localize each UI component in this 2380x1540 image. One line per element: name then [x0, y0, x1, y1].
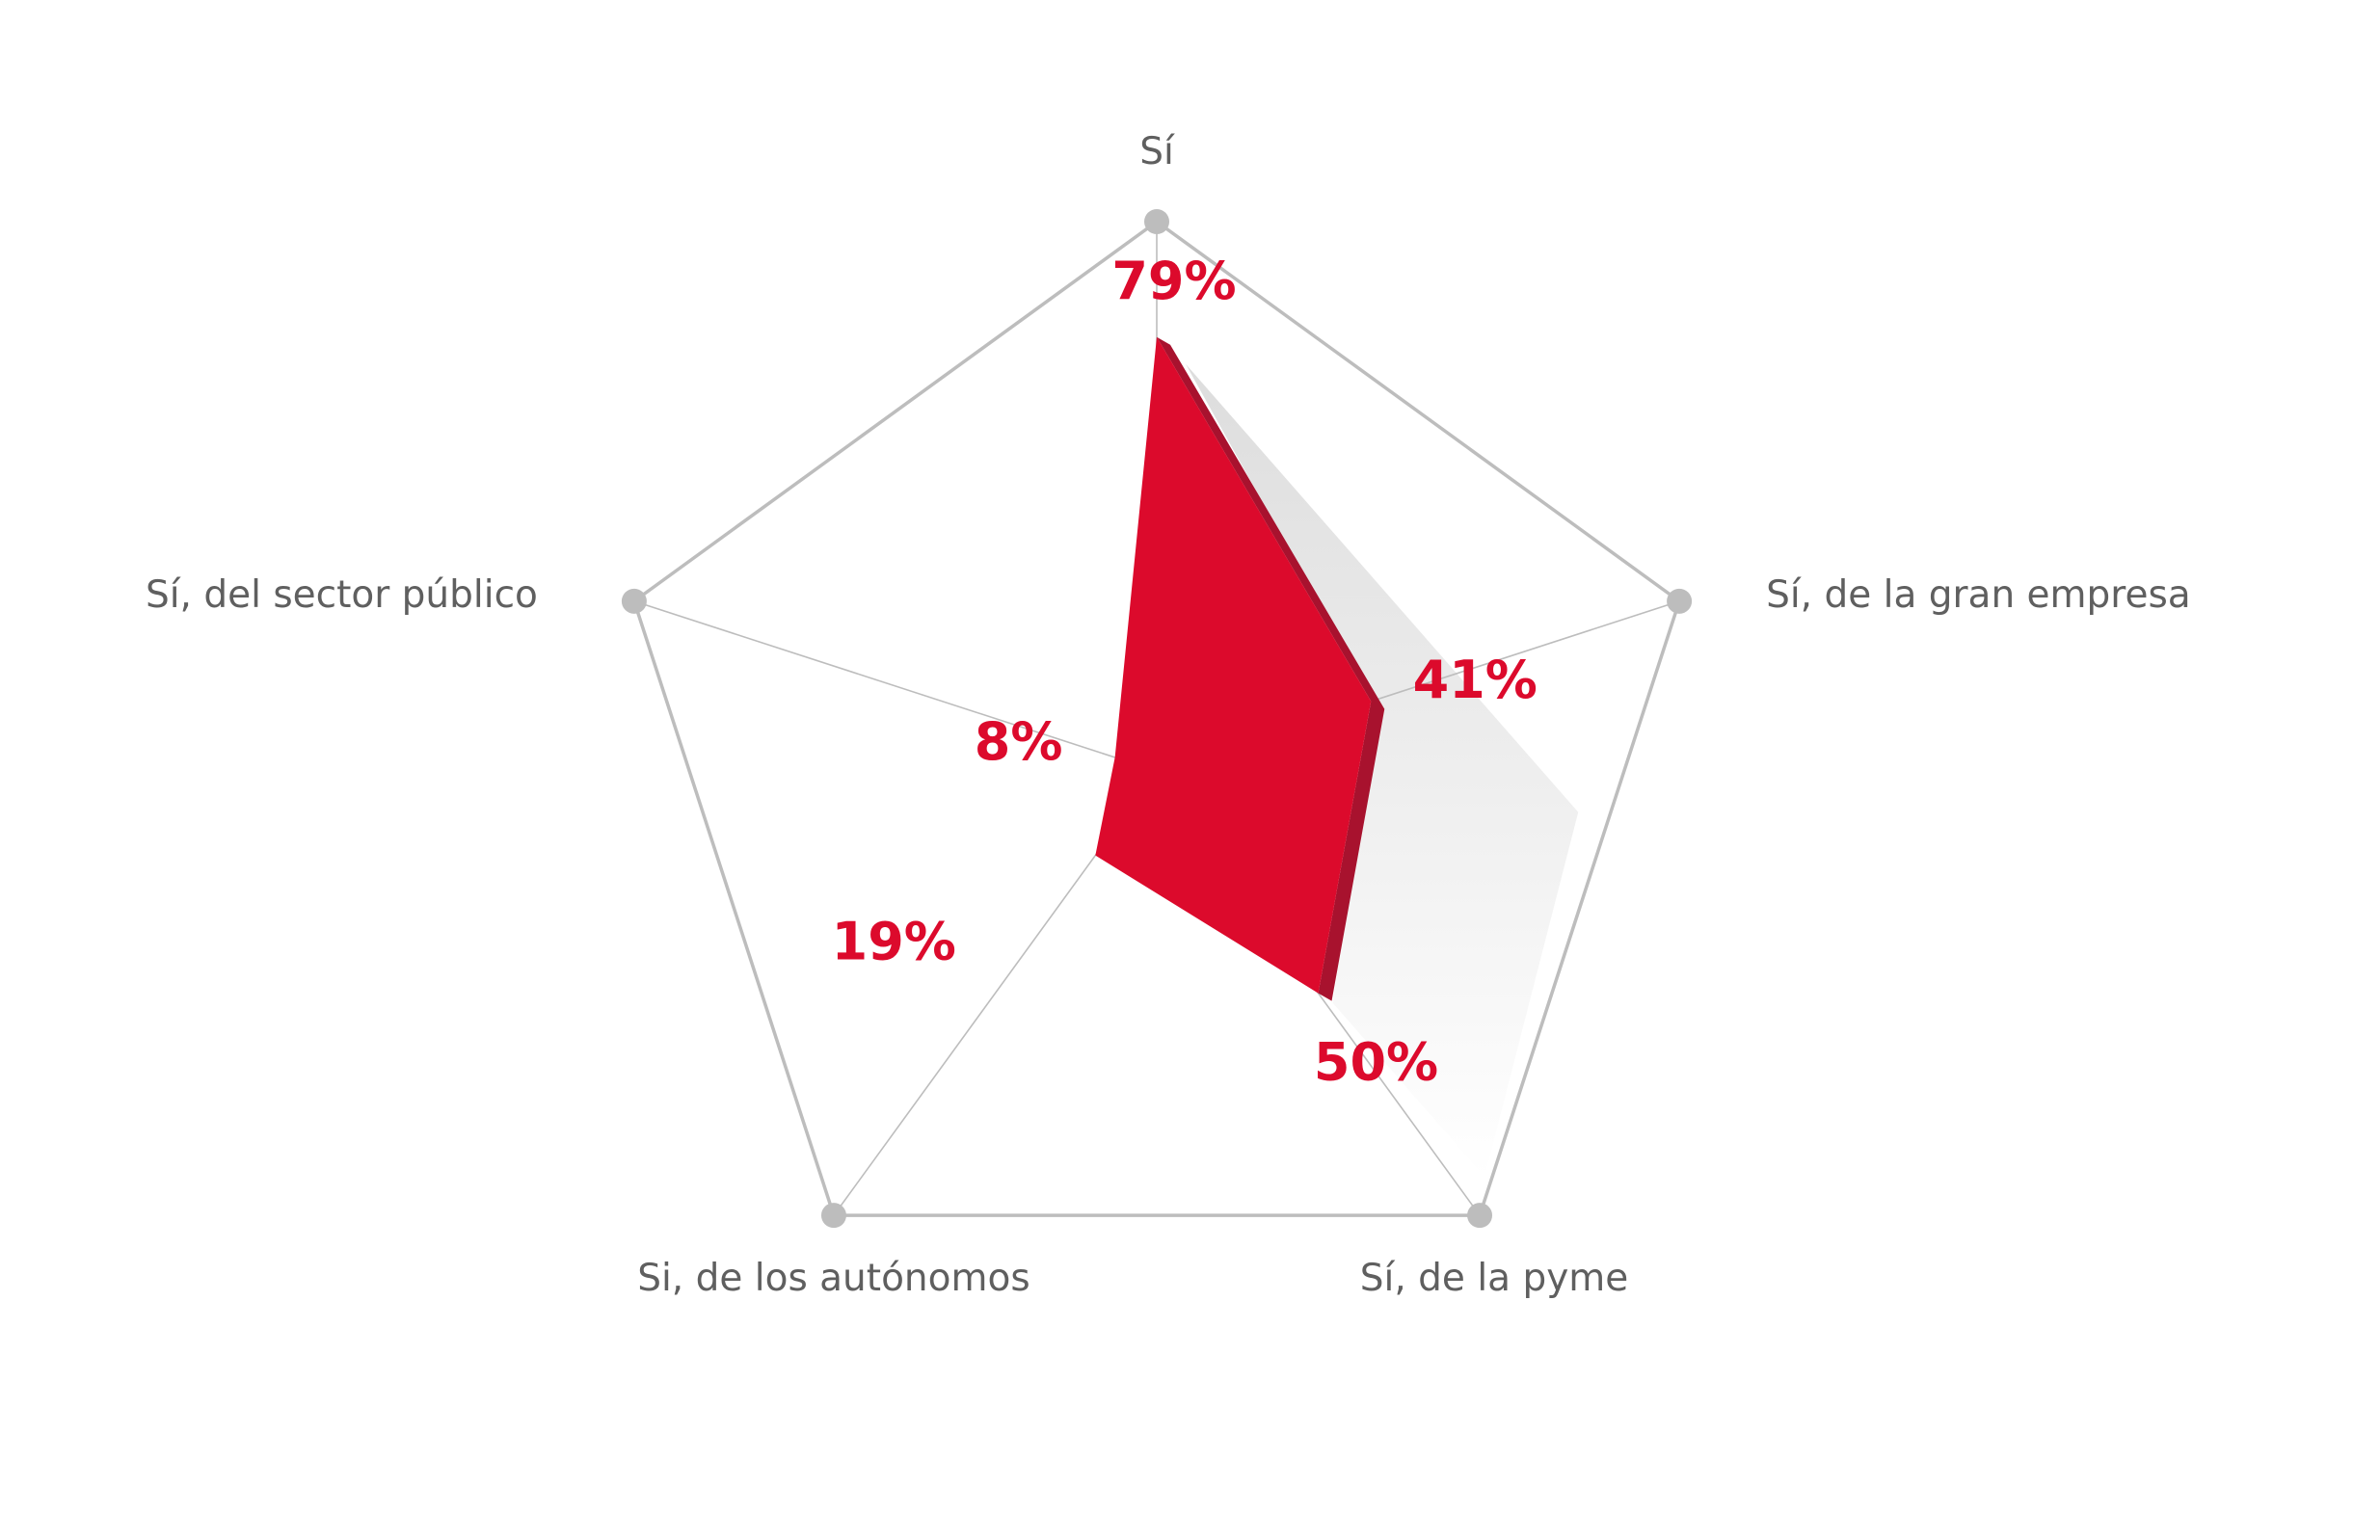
value-label: 41% [1413, 650, 1538, 710]
data-area [1095, 336, 1372, 994]
label-layer: Sí Sí, de la gran empresa Sí, de la pyme Si… [146, 130, 2191, 1300]
category-label: Sí [1139, 130, 1175, 173]
vertex-marker [820, 1203, 846, 1229]
vertex-marker [1667, 588, 1693, 614]
vertex-marker [1144, 209, 1169, 234]
category-label: Sí, de la gran empresa [1766, 573, 2191, 617]
value-label: 8% [975, 711, 1063, 772]
category-label: Sí, del sector público [146, 573, 538, 617]
shadow-layer [1186, 363, 1579, 1178]
vertex-marker [1467, 1203, 1493, 1229]
data-shadow [1186, 363, 1579, 1178]
vertex-markers [621, 209, 1693, 1229]
vertex-marker [621, 588, 647, 614]
spoke-line [633, 600, 1158, 772]
data-layer [1095, 336, 1385, 1001]
outer-pentagon [631, 219, 1682, 1217]
value-label: 79% [1111, 251, 1236, 311]
value-label: 50% [1314, 1032, 1438, 1093]
category-label: Si, de los autónomos [637, 1257, 1030, 1300]
value-label: 19% [832, 912, 956, 972]
category-label: Sí, de la pyme [1360, 1257, 1628, 1300]
